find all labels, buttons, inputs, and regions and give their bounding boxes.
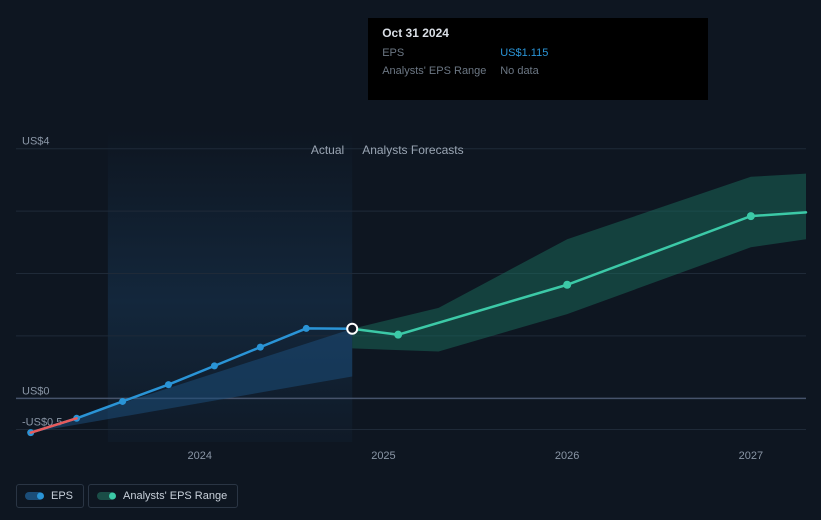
legend-item-range[interactable]: Analysts' EPS Range <box>88 484 238 508</box>
legend-item-eps[interactable]: EPS <box>16 484 84 508</box>
legend-label: EPS <box>51 490 73 502</box>
tooltip-row-eps: EPS US$1.115 <box>382 44 694 62</box>
tooltip-value: No data <box>500 62 539 80</box>
x-tick-label: 2026 <box>555 450 579 462</box>
svg-text:US$0: US$0 <box>22 385 50 397</box>
x-tick-label: 2027 <box>739 450 763 462</box>
tooltip-date: Oct 31 2024 <box>382 26 694 40</box>
eps-chart: US$4US$0-US$0.5ActualAnalysts Forecasts … <box>16 0 806 470</box>
tooltip-key: EPS <box>382 44 500 62</box>
tooltip-row-range: Analysts' EPS Range No data <box>382 62 694 80</box>
chart-legend: EPS Analysts' EPS Range <box>16 484 238 508</box>
legend-label: Analysts' EPS Range <box>123 490 227 502</box>
svg-text:Actual: Actual <box>311 143 344 157</box>
tooltip-value: US$1.115 <box>500 44 548 62</box>
x-tick-label: 2024 <box>187 450 211 462</box>
chart-tooltip: Oct 31 2024 EPS US$1.115 Analysts' EPS R… <box>368 18 708 100</box>
tooltip-key: Analysts' EPS Range <box>382 62 500 80</box>
legend-swatch-icon <box>97 492 115 500</box>
x-tick-label: 2025 <box>371 450 395 462</box>
svg-text:US$4: US$4 <box>22 136 50 148</box>
legend-swatch-icon <box>25 492 43 500</box>
svg-text:Analysts Forecasts: Analysts Forecasts <box>362 143 463 157</box>
x-axis: 2024 2025 2026 2027 <box>16 442 806 472</box>
